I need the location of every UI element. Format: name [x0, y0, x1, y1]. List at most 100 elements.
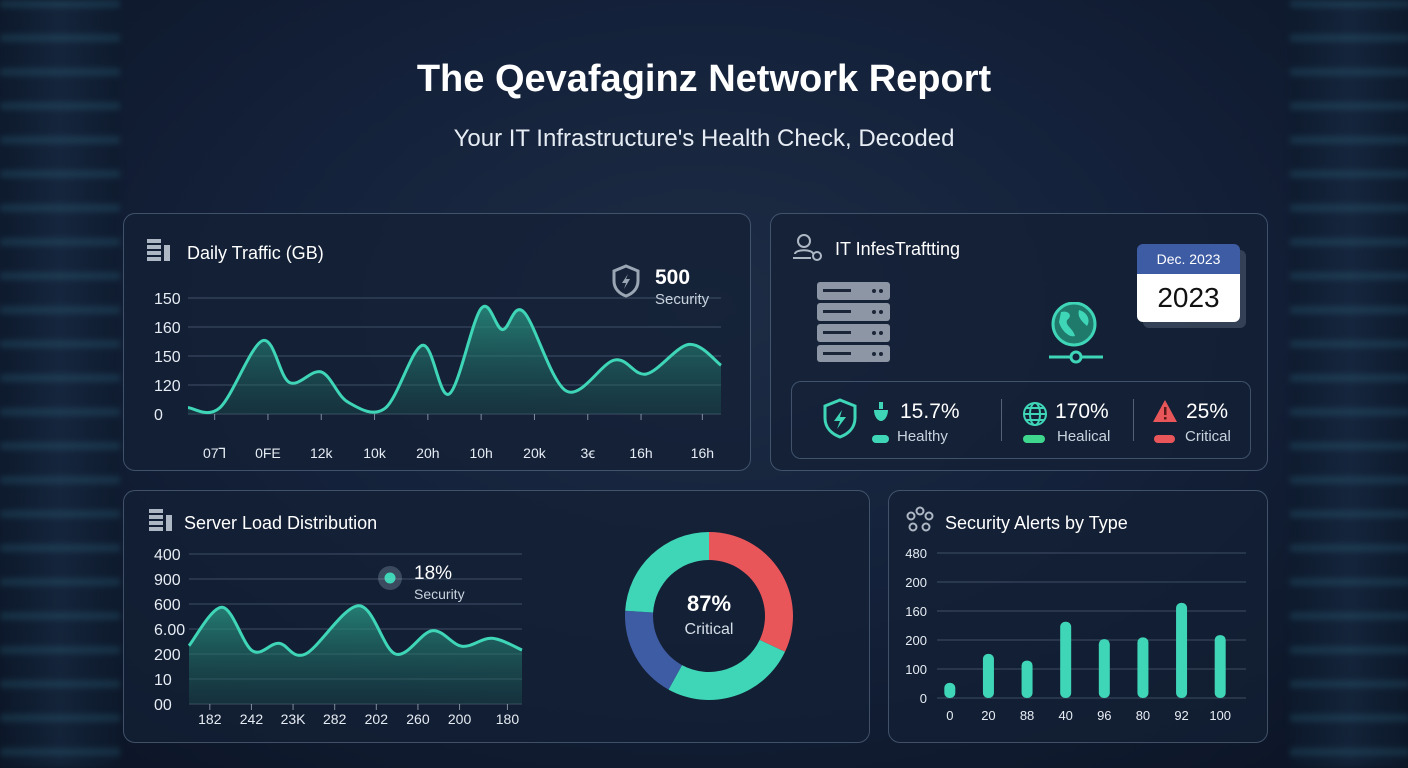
y-tick-label: 00	[154, 697, 172, 714]
globe-icon	[1023, 402, 1047, 426]
donut-center-value: 87%	[686, 591, 732, 616]
background-left	[0, 0, 120, 768]
donut-slice	[625, 532, 709, 613]
donut-slice	[668, 639, 786, 700]
daily-traffic-title: Daily Traffic (GB)	[187, 243, 324, 263]
page-title: The Qevafaginz Network Report	[416, 58, 992, 100]
x-tick-label: 88	[1020, 708, 1034, 723]
y-tick-label: 200	[905, 575, 927, 590]
daily-traffic-card: Daily Traffic (GB) 500 Security 0 120 150 1…	[123, 213, 751, 471]
page-subtitle: Your IT Infrastructure's Health Check, D…	[453, 125, 955, 152]
x-tick-label: 202	[365, 711, 389, 727]
status-dot-icon	[378, 566, 402, 590]
warning-icon	[1153, 400, 1177, 422]
y-tick-label: 600	[154, 597, 181, 614]
load-badge-label: Security	[414, 586, 465, 602]
donut-slice	[625, 610, 683, 690]
x-tick-label: 20	[981, 708, 995, 723]
healthy-legend-swatch	[872, 435, 889, 443]
y-tick-label: 400	[154, 547, 181, 564]
x-tick-label: 0FE	[255, 445, 281, 461]
bar	[1214, 635, 1226, 698]
y-tick-label: 200	[154, 647, 181, 664]
donut-chart	[625, 532, 793, 700]
x-tick-label: 92	[1174, 708, 1188, 723]
alerts-title: Security Alerts by Type	[945, 513, 1128, 533]
x-tick-label: 07Ꞁ	[203, 445, 226, 461]
shield-bolt-icon	[612, 264, 640, 298]
x-tick-label: 260	[406, 711, 430, 727]
y-tick-label: 200	[905, 633, 927, 648]
healical-value: 170%	[1055, 400, 1109, 423]
series-area	[189, 605, 522, 704]
x-tick-label: 180	[496, 711, 520, 727]
calendar-month: Dec. 2023	[1137, 244, 1240, 274]
x-tick-label: 282	[323, 711, 347, 727]
series-line	[187, 304, 722, 415]
load-badge-value: 18%	[414, 563, 453, 584]
alerts-bar-chart: 0 100 200 160 200 480 0 20 88 40 96 80 92 100	[905, 546, 1246, 723]
y-tick-label: 150	[154, 349, 181, 366]
y-tick-label: 160	[905, 604, 927, 619]
user-gear-icon	[793, 234, 822, 261]
x-tick-label: 40	[1058, 708, 1072, 723]
divider	[1133, 399, 1134, 441]
x-tick-label: 20k	[523, 445, 547, 461]
server-load-card: Server Load Distribution 18% Security 00…	[123, 490, 870, 743]
critical-label: Critical	[1185, 428, 1231, 445]
y-tick-label: 0	[920, 691, 927, 706]
x-tick-label: 16h	[629, 445, 652, 461]
x-tick-label: 10h	[469, 445, 492, 461]
calendar-year: 2023	[1137, 274, 1240, 322]
daily-traffic-chart: 0 120 150 160 150 07Ꞁ 0FE 12k 10k 20h 10h 20k 3ꞓ 16h 1…	[154, 291, 722, 461]
x-tick-label: 182	[198, 711, 222, 727]
x-tick-label: 16h	[691, 445, 714, 461]
traffic-badge-label: Security	[655, 291, 710, 308]
calendar-widget: Dec. 2023 2023	[1137, 244, 1240, 322]
bar	[944, 682, 956, 698]
critical-value: 25%	[1186, 400, 1229, 423]
bar	[1137, 637, 1149, 698]
donut-slice	[709, 532, 793, 652]
x-tick-label: 242	[240, 711, 264, 727]
x-tick-label: 96	[1097, 708, 1111, 723]
y-tick-label: 6.00	[154, 622, 185, 639]
y-tick-label: 160	[154, 320, 181, 337]
network-globe-icon	[1049, 302, 1103, 364]
donut-center-label: Critical	[684, 621, 734, 638]
security-alerts-card: Security Alerts by Type 0 100 200 160 200 480…	[888, 490, 1268, 743]
server-rack-icon	[147, 239, 170, 261]
bar	[1098, 639, 1110, 698]
server-rack-icon	[149, 509, 172, 531]
health-stats-panel: 15.7% Healthy 170% Healical 25% Critical	[791, 381, 1251, 459]
y-tick-label: 100	[905, 662, 927, 677]
y-tick-label: 150	[154, 291, 181, 308]
server-load-chart: 00 10 200 6.00 600 900 400 182 242 23K 282 202 260 20…	[154, 547, 523, 727]
x-tick-label: 200	[448, 711, 472, 727]
server-stack-icon	[817, 282, 890, 362]
x-tick-label: 12k	[310, 445, 334, 461]
y-tick-label: 480	[905, 546, 927, 561]
y-tick-label: 0	[154, 407, 163, 424]
series-line	[187, 604, 523, 657]
bar	[1176, 602, 1188, 698]
y-tick-label: 120	[154, 378, 181, 395]
healthy-value: 15.7%	[900, 400, 960, 423]
infra-title: IT InfesTraftting	[835, 239, 961, 259]
divider	[1001, 399, 1002, 441]
healical-legend-swatch	[1023, 435, 1045, 443]
bar	[1060, 621, 1072, 698]
shield-bolt-icon	[823, 398, 857, 439]
critical-legend-swatch	[1154, 435, 1175, 443]
healical-label: Healical	[1057, 428, 1111, 445]
bar	[1021, 660, 1033, 698]
x-tick-label: 80	[1136, 708, 1150, 723]
x-tick-label: 20h	[416, 445, 439, 461]
y-tick-label: 10	[154, 672, 172, 689]
it-infrastructure-card: IT InfesTraftting Dec. 2023 2023 15.7% H…	[770, 213, 1268, 471]
x-tick-label: 100	[1209, 708, 1231, 723]
x-tick-label: 10k	[363, 445, 387, 461]
server-load-title: Server Load Distribution	[184, 513, 378, 533]
series-area	[188, 306, 721, 414]
y-tick-label: 900	[154, 572, 181, 589]
